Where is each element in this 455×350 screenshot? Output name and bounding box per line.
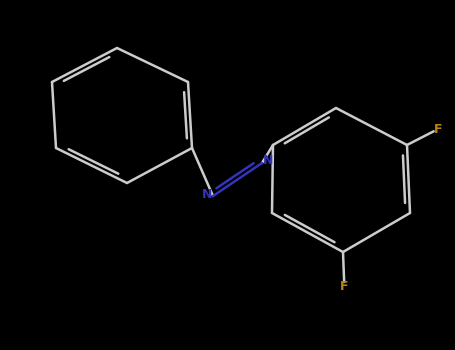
Text: F: F <box>340 280 349 293</box>
Text: N: N <box>263 154 273 168</box>
Text: N: N <box>202 188 212 201</box>
Text: F: F <box>434 122 442 135</box>
